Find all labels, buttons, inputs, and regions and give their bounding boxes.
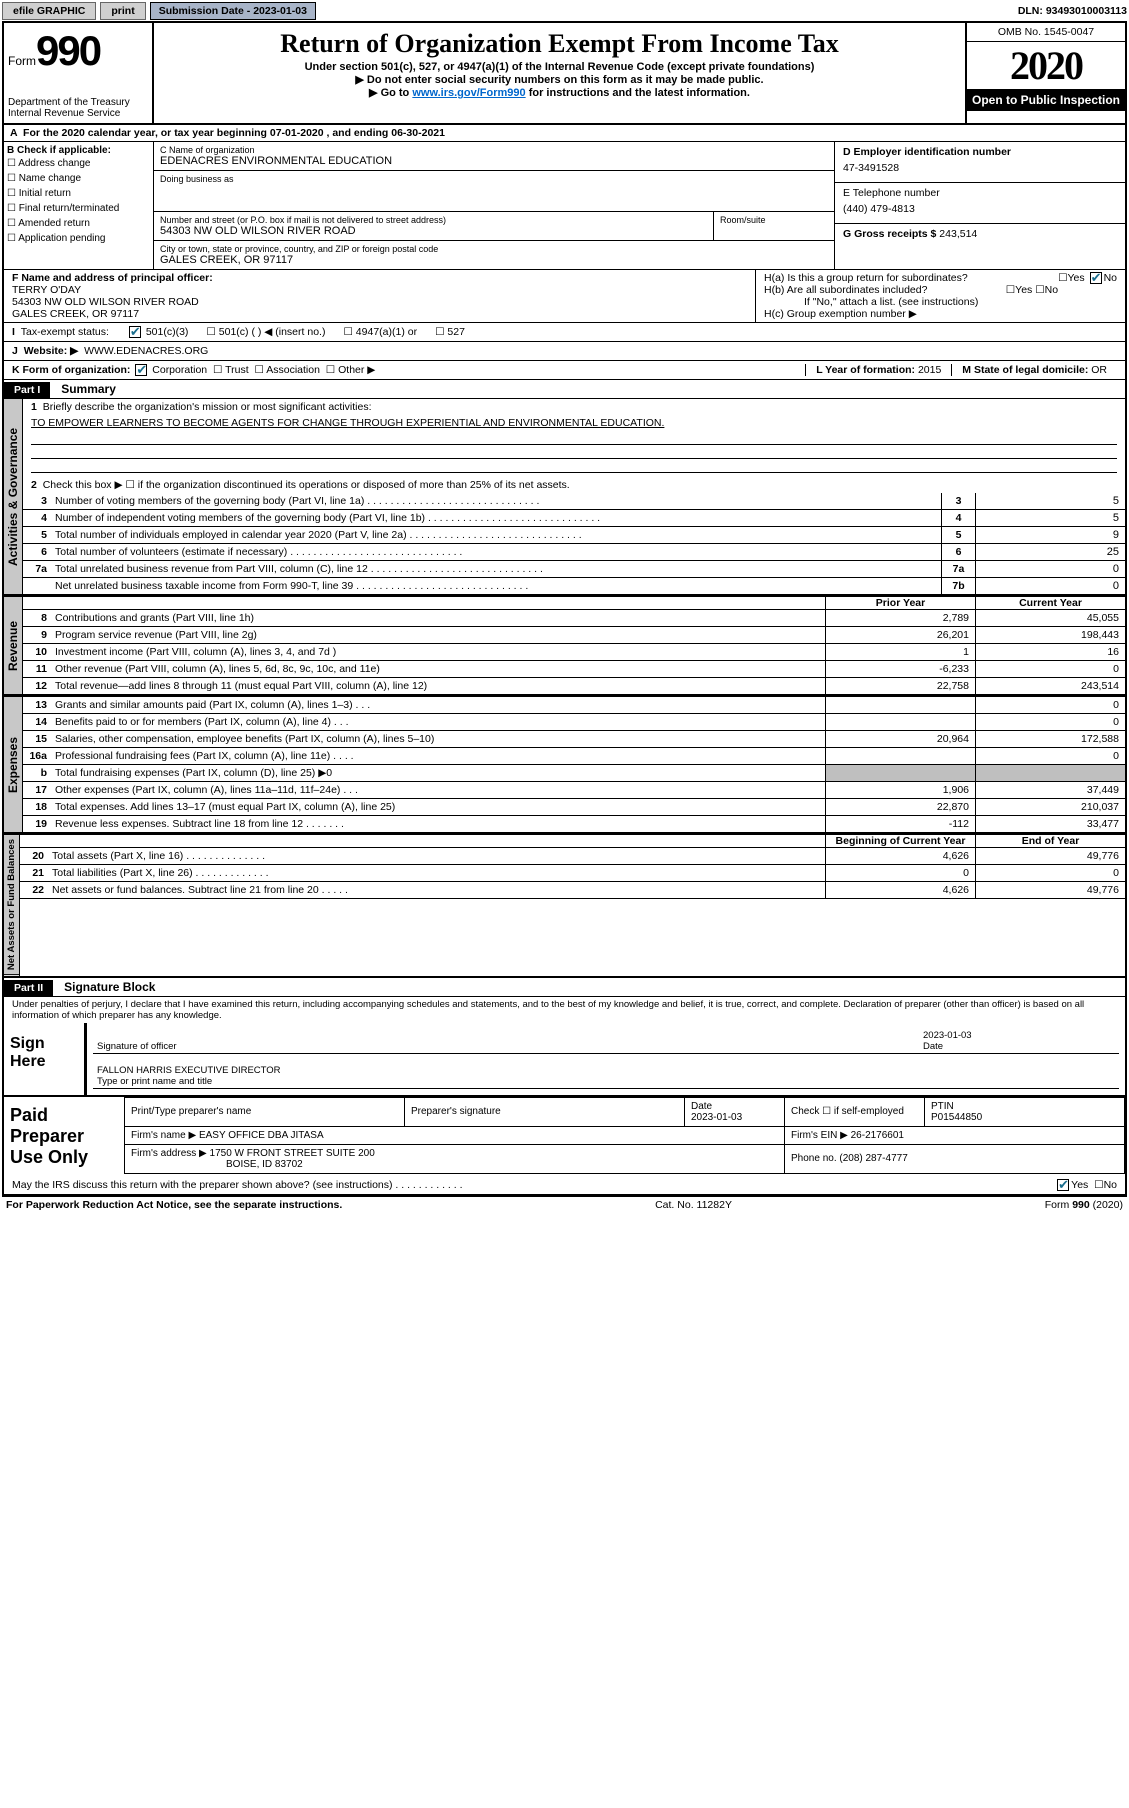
- row-a-period: A For the 2020 calendar year, or tax yea…: [4, 125, 1125, 142]
- box-d-ein: D Employer identification number 47-3491…: [835, 142, 1125, 183]
- line-21: 21Total liabilities (Part X, line 26) . …: [20, 865, 1125, 882]
- line-18: 18Total expenses. Add lines 13–17 (must …: [23, 799, 1125, 816]
- department-label: Department of the Treasury Internal Reve…: [8, 97, 148, 119]
- gov-line-7b: Net unrelated business taxable income fr…: [23, 578, 1125, 595]
- self-employed-check: Check ☐ if self-employed: [785, 1097, 925, 1126]
- form-number: Form990: [8, 27, 148, 75]
- firm-ein: 26-2176601: [851, 1130, 904, 1141]
- street-address: 54303 NW OLD WILSON RIVER ROAD: [160, 225, 356, 237]
- line-b: bTotal fundraising expenses (Part IX, co…: [23, 765, 1125, 782]
- form-body: Form990 Department of the Treasury Inter…: [2, 21, 1127, 1197]
- col-prior-year: Prior Year: [825, 597, 975, 609]
- dba-label: Doing business as: [160, 174, 828, 184]
- signature-date: 2023-01-03: [923, 1030, 972, 1041]
- line-9: 9Program service revenue (Part VIII, lin…: [23, 627, 1125, 644]
- paperwork-notice: For Paperwork Reduction Act Notice, see …: [6, 1199, 342, 1211]
- line-20: 20Total assets (Part X, line 16) . . . .…: [20, 848, 1125, 865]
- paid-preparer-label: Paid Preparer Use Only: [4, 1097, 124, 1176]
- gov-line-3: 3Number of voting members of the governi…: [23, 493, 1125, 510]
- preparer-date: 2023-01-03: [691, 1112, 742, 1123]
- line-10: 10Investment income (Part VIII, column (…: [23, 644, 1125, 661]
- org-name: EDENACRES ENVIRONMENTAL EDUCATION: [160, 155, 392, 167]
- officer-name: FALLON HARRIS EXECUTIVE DIRECTOR: [97, 1065, 281, 1076]
- part-2-bar: Part II: [4, 980, 53, 996]
- line-16a: 16aProfessional fundraising fees (Part I…: [23, 748, 1125, 765]
- firm-address-1: 1750 W FRONT STREET SUITE 200: [210, 1148, 375, 1159]
- tax-exempt-status-row: I Tax-exempt status: 501(c)(3) ☐ 501(c) …: [4, 323, 1125, 342]
- efile-button[interactable]: efile GRAPHIC: [2, 2, 96, 20]
- top-toolbar: efile GRAPHIC print Submission Date - 20…: [2, 2, 1127, 20]
- part-1-title: Summary: [53, 380, 124, 398]
- page-title: Return of Organization Exempt From Incom…: [158, 29, 961, 59]
- col-begin-year: Beginning of Current Year: [825, 835, 975, 847]
- line-22: 22Net assets or fund balances. Subtract …: [20, 882, 1125, 899]
- col-current-year: Current Year: [975, 597, 1125, 609]
- org-name-label: C Name of organization: [160, 145, 828, 155]
- firm-address-2: BOISE, ID 83702: [131, 1159, 303, 1170]
- box-b-checklist: B Check if applicable: ☐ Address change …: [4, 142, 154, 269]
- open-to-public-badge: Open to Public Inspection: [967, 90, 1125, 111]
- instruction-line-1: ▶ Do not enter social security numbers o…: [158, 73, 961, 86]
- room-label: Room/suite: [720, 215, 828, 225]
- vtab-netassets: Net Assets or Fund Balances: [4, 835, 19, 975]
- line-12: 12Total revenue—add lines 8 through 11 (…: [23, 678, 1125, 695]
- gov-line-4: 4Number of independent voting members of…: [23, 510, 1125, 527]
- row-klm: K Form of organization: Corporation ☐ Tr…: [4, 361, 1125, 380]
- city-label: City or town, state or province, country…: [160, 244, 828, 254]
- box-g-receipts: G Gross receipts $ 243,514: [835, 224, 1125, 244]
- line-17: 17Other expenses (Part IX, column (A), l…: [23, 782, 1125, 799]
- subtitle: Under section 501(c), 527, or 4947(a)(1)…: [158, 61, 961, 73]
- line-8: 8Contributions and grants (Part VIII, li…: [23, 610, 1125, 627]
- ptin-value: P01544850: [931, 1112, 982, 1123]
- part-1-bar: Part I: [4, 382, 50, 398]
- gov-line-6: 6Total number of volunteers (estimate if…: [23, 544, 1125, 561]
- perjury-statement: Under penalties of perjury, I declare th…: [4, 997, 1125, 1023]
- mission-text: TO EMPOWER LEARNERS TO BECOME AGENTS FOR…: [23, 415, 1125, 431]
- line-15: 15Salaries, other compensation, employee…: [23, 731, 1125, 748]
- dln-label: DLN: 93493010003113: [1018, 5, 1127, 17]
- line-11: 11Other revenue (Part VIII, column (A), …: [23, 661, 1125, 678]
- vtab-revenue: Revenue: [4, 597, 22, 695]
- cat-number: Cat. No. 11282Y: [655, 1199, 732, 1211]
- line-19: 19Revenue less expenses. Subtract line 1…: [23, 816, 1125, 833]
- line-14: 14Benefits paid to or for members (Part …: [23, 714, 1125, 731]
- firm-phone: (208) 287-4777: [839, 1153, 907, 1164]
- print-button[interactable]: print: [100, 2, 145, 20]
- preparer-sig-label: Preparer's signature: [411, 1106, 501, 1117]
- vtab-governance: Activities & Governance: [4, 399, 22, 595]
- city-state-zip: GALES CREEK, OR 97117: [160, 254, 293, 266]
- omb-number: OMB No. 1545-0047: [967, 23, 1125, 42]
- line-13: 13Grants and similar amounts paid (Part …: [23, 697, 1125, 714]
- form-footer: Form 990 (2020): [1045, 1199, 1123, 1211]
- preparer-name-label: Print/Type preparer's name: [131, 1106, 251, 1117]
- tax-year: 2020: [967, 42, 1125, 90]
- sign-here-label: Sign Here: [4, 1023, 84, 1095]
- question-2: Check this box ▶ ☐ if the organization d…: [43, 479, 570, 491]
- box-h-group: H(a) Is this a group return for subordin…: [755, 270, 1125, 322]
- col-end-year: End of Year: [975, 835, 1125, 847]
- submission-date-box: Submission Date - 2023-01-03: [150, 2, 316, 20]
- box-f-officer: F Name and address of principal officer:…: [4, 270, 755, 322]
- discuss-row: May the IRS discuss this return with the…: [4, 1176, 1125, 1195]
- street-label: Number and street (or P.O. box if mail i…: [160, 215, 707, 225]
- instruction-line-2: ▶ Go to www.irs.gov/Form990 for instruct…: [158, 86, 961, 99]
- gov-line-7a: 7aTotal unrelated business revenue from …: [23, 561, 1125, 578]
- question-1: Briefly describe the organization's miss…: [43, 401, 372, 413]
- vtab-expenses: Expenses: [4, 697, 22, 833]
- box-j-website: J Website: ▶ WWW.EDENACRES.ORG: [4, 342, 1125, 361]
- box-e-phone: E Telephone number (440) 479-4813: [835, 183, 1125, 224]
- irs-link[interactable]: www.irs.gov/Form990: [412, 87, 525, 99]
- signature-officer-label: Signature of officer: [97, 1041, 177, 1052]
- gov-line-5: 5Total number of individuals employed in…: [23, 527, 1125, 544]
- part-2-title: Signature Block: [56, 978, 163, 996]
- firm-name: EASY OFFICE DBA JITASA: [199, 1130, 324, 1141]
